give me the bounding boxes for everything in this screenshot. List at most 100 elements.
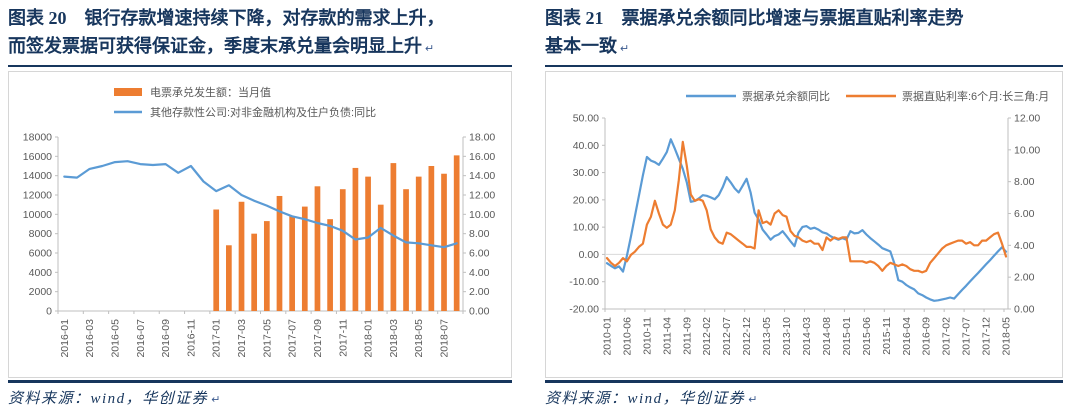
x-axis-tick-label: 2017-05 xyxy=(261,319,273,358)
x-axis-tick-label: 2016-11 xyxy=(185,319,197,357)
x-axis-tick-label: 2015-06 xyxy=(861,317,873,356)
left-axis-tick-label: 16000 xyxy=(23,151,52,163)
paragraph-return-mark: ↵ xyxy=(211,394,222,406)
bar xyxy=(289,216,295,311)
left-axis-tick-label: 30.00 xyxy=(573,167,599,179)
bar xyxy=(251,233,258,311)
x-axis-tick-label: 2017-07 xyxy=(961,317,973,356)
figure-bottom-rule xyxy=(8,380,512,383)
bar xyxy=(314,186,321,311)
left-axis-tick-label: 50.00 xyxy=(573,113,599,125)
x-axis-tick-label: 2016-09 xyxy=(160,319,172,358)
bar xyxy=(238,201,245,311)
right-axis-tick-label: 6.00 xyxy=(469,248,490,260)
right-axis-tick-label: 4.00 xyxy=(1014,240,1035,252)
x-axis-tick-label: 2017-07 xyxy=(287,319,299,358)
right-axis-tick-label: 8.00 xyxy=(1014,176,1035,188)
bar xyxy=(301,206,308,311)
left-axis-tick-label: 12000 xyxy=(23,190,52,202)
right-axis-tick-label: 10.00 xyxy=(1014,144,1040,156)
x-axis-tick-label: 2011-04 xyxy=(661,317,673,355)
x-axis-tick-label: 2018-03 xyxy=(388,319,400,358)
x-axis-tick-label: 2016-05 xyxy=(109,319,121,358)
right-axis-tick-label: 6.00 xyxy=(1014,208,1035,220)
x-axis-tick-label: 2012-02 xyxy=(701,317,713,356)
x-axis-tick-label: 2018-01 xyxy=(363,319,375,358)
bar xyxy=(403,189,409,311)
x-axis-tick-label: 2017-01 xyxy=(211,319,223,358)
figure-title-text: 图表 20 银行存款增速持续下降，对存款的需求上升， 而签发票据可获得保证金，季… xyxy=(8,8,445,56)
left-axis-tick-label: 2000 xyxy=(29,286,53,298)
line-series xyxy=(605,138,1008,302)
paragraph-return-mark: ↵ xyxy=(425,42,435,55)
bar xyxy=(441,173,447,311)
x-axis-tick-label: 2017-11 xyxy=(337,319,349,357)
paragraph-return-mark: ↵ xyxy=(620,42,630,55)
bill-acceptance-rate-line-chart: -20.00 -10.00 0.00 10.00 20.00 30.00 40.00 50.0… xyxy=(569,89,1049,356)
figure-bottom-rule xyxy=(545,380,1063,383)
bar xyxy=(428,166,435,311)
figure-title-text: 图表 21 票据承兑余额同比增速与票据直贴利率走势 基本一致 xyxy=(545,8,964,56)
left-axis-tick-label: 4000 xyxy=(29,267,53,279)
bar xyxy=(276,195,283,311)
x-axis-tick-label: 2010-11 xyxy=(641,317,653,355)
left-axis-tick-label: 10000 xyxy=(23,209,52,221)
bar xyxy=(226,245,232,311)
figure-20-title: 图表 20 银行存款增速持续下降，对存款的需求上升， 而签发票据可获得保证金，季… xyxy=(8,5,512,67)
right-axis-tick-label: 14.00 xyxy=(469,170,495,182)
x-axis-tick-label: 2017-02 xyxy=(941,317,953,356)
left-axis-tick-label: 10.00 xyxy=(573,222,599,234)
x-axis-tick-label: 2013-05 xyxy=(761,317,773,356)
left-axis-tick-label: 8000 xyxy=(29,228,53,240)
right-axis-tick-label: 0.00 xyxy=(469,306,490,318)
x-axis-tick-label: 2018-05 xyxy=(413,319,425,358)
x-axis-tick-label: 2012-07 xyxy=(721,317,733,356)
x-axis-tick-label: 2014-08 xyxy=(821,317,833,356)
left-axis-tick-label: 18000 xyxy=(23,132,52,144)
right-axis-tick-label: 2.00 xyxy=(469,286,490,298)
left-axis-tick-label: 6000 xyxy=(29,248,53,260)
bar xyxy=(453,155,460,311)
figure-21-title: 图表 21 票据承兑余额同比增速与票据直贴利率走势 基本一致 ↵ xyxy=(545,5,1063,67)
right-axis-tick-label: 10.00 xyxy=(469,209,495,221)
x-axis-tick-label: 2016-01 xyxy=(59,319,71,358)
source-note: 资料来源：wind，华创证券 ↵ xyxy=(545,383,1063,408)
right-axis-tick-label: 18.00 xyxy=(469,132,495,144)
right-axis-tick-label: 0.00 xyxy=(1014,304,1035,316)
x-axis-tick-label: 2012-12 xyxy=(741,317,753,356)
x-axis-tick-label: 2010-06 xyxy=(621,317,633,356)
bar xyxy=(377,204,384,311)
left-axis-tick-label: 20.00 xyxy=(573,194,599,206)
legend-label: 其他存款性公司:对非金融机构及住户负债:同比 xyxy=(150,105,376,119)
right-axis-tick-label: 16.00 xyxy=(469,151,495,163)
right-axis-tick-label: 12.00 xyxy=(1014,113,1040,125)
source-text: 资料来源：wind，华创证券 xyxy=(8,391,209,407)
x-axis-tick-label: 2010-01 xyxy=(601,317,613,356)
right-axis-tick-label: 8.00 xyxy=(469,228,490,240)
legend-label: 电票承兑发生额：当月值 xyxy=(150,85,271,99)
left-axis-tick-label: -20.00 xyxy=(569,304,599,316)
legend-swatch-bar xyxy=(114,88,142,96)
bank-deposit-combo-chart: 0 2000 4000 6000 8000 10000 12000 14000 16000 180… xyxy=(23,85,496,358)
source-note: 资料来源：wind，华创证券 ↵ xyxy=(8,383,512,408)
left-axis-tick-label: -10.00 xyxy=(569,276,599,288)
x-axis-tick-label: 2016-04 xyxy=(901,317,913,356)
legend: 票据承兑余额同比 票据直贴利率:6个月:长三角:月 xyxy=(686,89,1049,103)
x-axis-tick-label: 2013-10 xyxy=(781,317,793,356)
source-text: 资料来源：wind，华创证券 xyxy=(545,391,746,407)
line-series xyxy=(605,140,1008,274)
bar xyxy=(365,176,371,311)
bar-series xyxy=(213,155,460,311)
x-axis-tick-label: 2015-11 xyxy=(881,317,893,355)
x-axis-tick-label: 2017-12 xyxy=(981,317,993,356)
line-series xyxy=(63,160,458,249)
x-axis-tick-label: 2016-09 xyxy=(921,317,933,356)
figure-20-panel: 图表 20 银行存款增速持续下降，对存款的需求上升， 而签发票据可获得保证金，季… xyxy=(8,5,512,408)
chart-frame: -20.00 -10.00 0.00 10.00 20.00 30.00 40.00 50.0… xyxy=(545,71,1063,378)
x-axis-tick-label: 2014-03 xyxy=(801,317,813,356)
right-axis-tick-label: 2.00 xyxy=(1014,272,1035,284)
bar xyxy=(339,189,346,311)
figure-21-panel: 图表 21 票据承兑余额同比增速与票据直贴利率走势 基本一致 ↵ -20.00 -1… xyxy=(545,5,1063,408)
